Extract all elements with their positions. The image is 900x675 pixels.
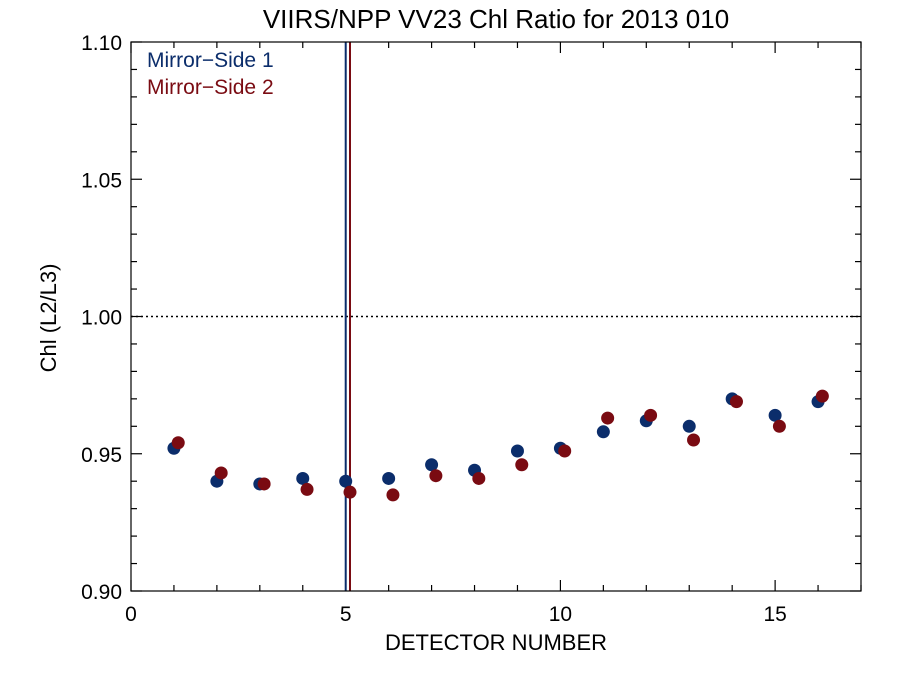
- series-1-point: [339, 474, 353, 488]
- y-tick-label: 0.95: [81, 444, 122, 467]
- plot-frame: [130, 41, 862, 592]
- chart-title: VIIRS/NPP VV23 Chl Ratio for 2013 010: [263, 4, 729, 34]
- series-2-point: [343, 485, 357, 499]
- legend-entry-series-2: Mirror−Side 2: [147, 76, 274, 99]
- y-axis-label: Chl (L2/L3): [36, 264, 61, 373]
- series-1-point: [425, 458, 439, 472]
- y-tick-label: 1.05: [81, 169, 122, 192]
- series-1-point: [296, 471, 310, 485]
- series-2-point: [558, 444, 572, 458]
- x-tick-label: 15: [763, 603, 786, 626]
- series-2-point: [386, 488, 400, 502]
- series-2-point: [687, 433, 701, 447]
- series-2-point: [300, 482, 314, 496]
- series-1-point: [596, 425, 610, 439]
- series-1-point: [510, 444, 524, 458]
- x-axis-label: DETECTOR NUMBER: [385, 630, 607, 655]
- series-2-point: [644, 408, 658, 422]
- series-2-point: [429, 469, 443, 483]
- x-tick-label: 0: [125, 603, 137, 626]
- series-2-point: [171, 436, 185, 450]
- series-2-point: [601, 411, 615, 425]
- plot-area: 0 5 10 15 0.90 0.95 1.00 1.05 1.10 Mirror−Side 1 M…: [81, 32, 862, 626]
- series-2-point: [257, 477, 271, 491]
- series-2-point: [515, 458, 529, 472]
- x-tick-label: 10: [549, 603, 572, 626]
- y-tick-label: 1.10: [81, 32, 122, 55]
- series-2-point: [772, 419, 786, 433]
- series-2-point: [815, 389, 829, 403]
- y-tick-label: 0.90: [81, 581, 122, 604]
- series-1-point: [768, 408, 782, 422]
- y-tick-label: 1.00: [81, 307, 122, 330]
- series-2-point: [729, 395, 743, 409]
- series-1-point: [682, 419, 696, 433]
- series-2-point: [214, 466, 228, 480]
- legend-entry-series-1: Mirror−Side 1: [147, 49, 274, 72]
- series-1-point: [382, 471, 396, 485]
- x-tick-label: 5: [340, 603, 352, 626]
- series-2-point: [472, 471, 486, 485]
